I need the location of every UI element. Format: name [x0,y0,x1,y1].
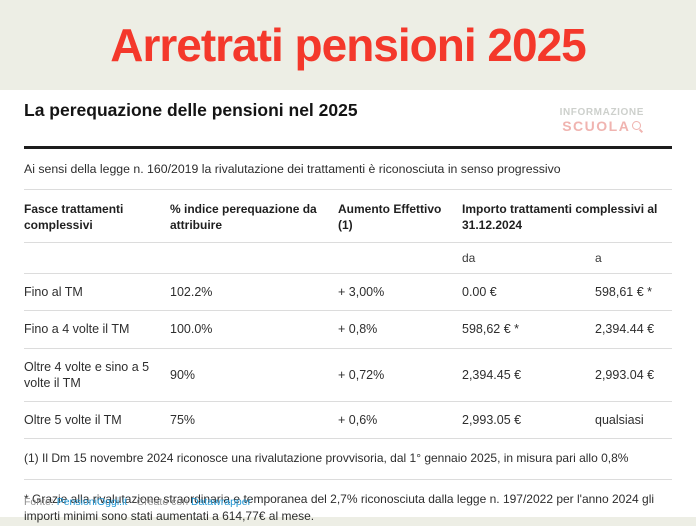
table-row: Fino al TM 102.2% + 3,00% 0.00 € 598,61 … [24,274,672,312]
cell-da: 598,62 € * [462,322,519,337]
cell-a: 2,993.04 € [595,367,655,382]
logo-text-top: INFORMAZIONE [559,107,644,118]
table-header-row: Fasce trattamenti complessivi % indice p… [24,190,672,244]
cell-indice: 100.0% [170,322,213,337]
chart-title: La perequazione delle pensioni nel 2025 [24,100,358,120]
cell-da: 2,394.45 € [462,367,522,382]
source-label: Fonte: [24,496,54,508]
chart-card: La perequazione delle pensioni nel 2025 … [0,90,696,523]
cell-aumento: + 3,00% [338,285,385,300]
footnote-1: (1) Il Dm 15 novembre 2024 riconosce una… [24,439,672,480]
chart-intro: Ai sensi della legge n. 160/2019 la riva… [24,162,672,190]
cell-da: 0.00 € [462,285,497,300]
cell-a: 598,61 € * [595,285,652,300]
col-header-fasce: Fasce trattamenti complessivi [24,202,124,232]
cell-aumento: + 0,8% [338,322,378,337]
col-header-aumento: Aumento Effettivo (1) [338,202,442,232]
subcol-header-da: da [462,251,476,266]
pension-table: Fasce trattamenti complessivi % indice p… [24,190,672,440]
col-header-importo: Importo trattamenti complessivi al 31.12… [462,202,658,232]
cell-indice: 75% [170,413,196,428]
source-footer: Fonte: PensioniOggi.it · Creato con Data… [24,496,251,508]
banner: Arretrati pensioni 2025 [0,0,696,90]
table-row: Fino a 4 volte il TM 100.0% + 0,8% 598,6… [24,311,672,349]
cell-a: qualsiasi [595,413,644,428]
informazione-scuola-logo: INFORMAZIONE SCUOLA [559,107,644,135]
cell-indice: 90% [170,367,196,382]
heading-rule [24,146,672,149]
footer-separator: · [130,496,134,508]
cell-indice: 102.2% [170,285,213,300]
page-title: Arretrati pensioni 2025 [110,19,587,71]
cell-da: 2,993.05 € [462,413,522,428]
created-with-label: Creato con [136,496,189,508]
logo-text-bottom: SCUOLA [562,117,631,134]
table-subheader-row: da a [24,243,672,275]
col-header-indice: % indice perequazione da attribuire [170,202,317,232]
cell-a: 2,394.44 € [595,322,655,337]
table-row: Oltre 4 volte e sino a 5 volte il TM 90%… [24,349,672,403]
subcol-header-a: a [595,251,602,266]
source-link[interactable]: PensioniOggi.it [56,496,128,508]
datawrapper-link[interactable]: Datawrapper [190,496,252,508]
cell-aumento: + 0,72% [338,367,385,382]
footnote-asterisk: * Grazie alla rivalutazione straordinari… [24,491,655,524]
cell-fascia: Fino a 4 volte il TM [24,322,130,337]
cell-fascia: Oltre 4 volte e sino a 5 volte il TM [24,359,150,390]
cell-fascia: Oltre 5 volte il TM [24,413,122,428]
cell-aumento: + 0,6% [338,413,378,428]
magnifier-icon [632,121,642,131]
table-row: Oltre 5 volte il TM 75% + 0,6% 2,993.05 … [24,402,672,440]
cell-fascia: Fino al TM [24,285,83,300]
